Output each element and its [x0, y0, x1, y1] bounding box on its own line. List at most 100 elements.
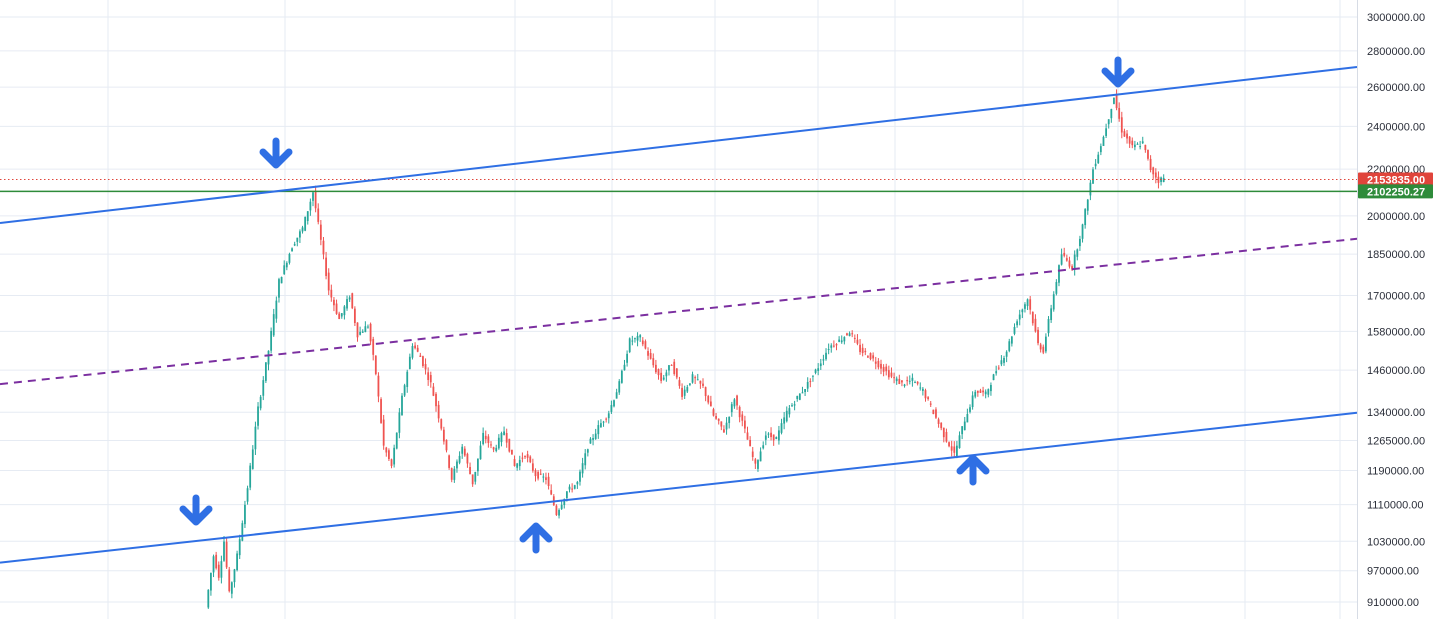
- candle-body: [914, 382, 916, 384]
- candle: [508, 438, 511, 453]
- candle-body: [649, 352, 652, 359]
- candle-body: [929, 403, 932, 405]
- candle: [822, 354, 825, 366]
- candle-body: [974, 391, 977, 397]
- candle-body: [880, 363, 882, 369]
- candle: [531, 458, 534, 473]
- candle-body: [393, 447, 396, 465]
- candle-body: [589, 438, 592, 444]
- lower-channel-line: [0, 411, 1358, 564]
- candle: [927, 396, 930, 401]
- candle: [1118, 102, 1121, 122]
- candle: [1139, 140, 1142, 150]
- candle: [851, 330, 854, 338]
- y-tick-label: 2600000.00: [1367, 82, 1425, 94]
- candle-body: [346, 299, 348, 309]
- candle-body: [783, 417, 786, 424]
- candle: [254, 421, 257, 455]
- candle: [932, 409, 935, 415]
- candle-body: [511, 449, 513, 455]
- y-tick-label: 1340000.00: [1367, 407, 1425, 419]
- candle: [1089, 179, 1092, 201]
- candle: [435, 392, 437, 412]
- candle-body: [416, 347, 419, 352]
- arrow-down-peak-2-icon: [1101, 56, 1135, 88]
- candle: [275, 296, 278, 323]
- candle: [780, 418, 783, 435]
- candle-body: [1029, 299, 1032, 310]
- candle-body: [668, 365, 670, 371]
- candle: [539, 469, 542, 476]
- candle: [372, 336, 375, 361]
- candle-body: [901, 380, 903, 383]
- candle: [634, 337, 636, 343]
- candle: [327, 268, 330, 296]
- candle-body: [958, 435, 961, 449]
- candle-body: [275, 300, 278, 319]
- candle-body: [751, 451, 754, 458]
- candle: [1024, 302, 1026, 313]
- y-tick-label: 910000.00: [1367, 597, 1419, 609]
- candle: [584, 449, 587, 470]
- candle: [647, 347, 649, 360]
- candle: [576, 480, 579, 489]
- y-tick-label: 1110000.00: [1367, 500, 1423, 512]
- candle-body: [1039, 344, 1042, 350]
- candle-body: [963, 421, 966, 431]
- candle-body: [408, 356, 411, 370]
- candle: [759, 447, 762, 462]
- candle: [343, 305, 346, 320]
- candle-body: [819, 363, 822, 367]
- candle-body: [367, 326, 369, 328]
- candle: [867, 355, 869, 358]
- candle-body: [534, 470, 537, 477]
- candle: [699, 380, 702, 389]
- candle: [843, 336, 846, 345]
- candle: [1065, 254, 1068, 262]
- candle-body: [990, 384, 992, 392]
- candle-body: [401, 395, 403, 416]
- candle-body: [272, 314, 275, 336]
- candle-body: [906, 380, 909, 382]
- candle-body: [702, 383, 704, 386]
- candle-body: [571, 488, 574, 490]
- candle: [283, 260, 286, 275]
- candle: [1136, 142, 1139, 145]
- candle: [364, 321, 367, 333]
- candle-body: [432, 386, 435, 396]
- arrow-shape: [1101, 56, 1135, 88]
- candle-body: [916, 381, 919, 384]
- candle-body: [699, 380, 702, 384]
- candle: [743, 415, 746, 434]
- candle: [306, 211, 309, 225]
- candle-body: [1154, 172, 1157, 178]
- candle-body: [463, 448, 466, 456]
- candle: [971, 391, 974, 410]
- candle: [832, 340, 835, 348]
- candle: [1107, 119, 1110, 129]
- candle: [762, 441, 765, 450]
- candle-body: [1094, 163, 1097, 167]
- candle-body: [217, 564, 220, 578]
- arrow-down-left-low-icon: [179, 494, 213, 526]
- candle-body: [414, 345, 416, 349]
- candle-body: [474, 471, 477, 482]
- candle-body: [312, 192, 314, 201]
- candle-body: [435, 393, 437, 407]
- upper-channel-line: [0, 65, 1358, 225]
- candle: [1123, 128, 1126, 137]
- candle: [445, 439, 448, 453]
- candle: [210, 572, 212, 596]
- candle-body: [262, 380, 265, 396]
- candle: [1120, 111, 1123, 139]
- candle-body: [573, 485, 576, 489]
- candle-body: [1026, 299, 1029, 307]
- candle-body: [236, 553, 238, 571]
- candle-body: [539, 473, 542, 475]
- candle-body: [359, 331, 362, 335]
- candle: [885, 363, 888, 376]
- candle: [935, 407, 937, 419]
- candle: [356, 322, 359, 342]
- candle-body: [835, 344, 838, 346]
